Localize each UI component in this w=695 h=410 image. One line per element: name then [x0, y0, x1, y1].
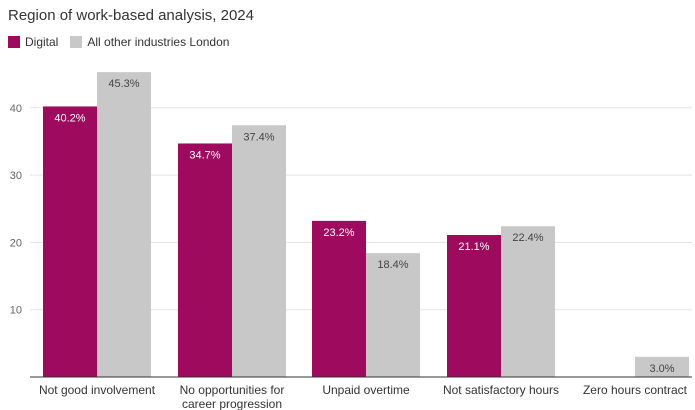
legend-label-digital: Digital: [25, 35, 59, 49]
bar: [97, 72, 151, 378]
data-label: 21.1%: [458, 241, 489, 253]
bar: [178, 143, 232, 377]
legend-swatch-digital: [8, 36, 20, 48]
y-tick-label: 40: [10, 103, 22, 115]
y-tick-label: 10: [10, 305, 22, 317]
x-tick-label: career progression: [182, 397, 282, 410]
bar: [501, 226, 555, 377]
legend-label-other: All other industries London: [87, 35, 230, 49]
data-label: 37.4%: [243, 131, 274, 143]
x-tick-label: Zero hours contract: [583, 383, 688, 397]
bar: [43, 106, 97, 377]
data-label: 18.4%: [377, 259, 408, 271]
x-tick-label: Unpaid overtime: [322, 383, 410, 397]
data-label: 23.2%: [323, 227, 354, 239]
data-label: 45.3%: [108, 78, 139, 90]
legend-item-other: All other industries London: [70, 35, 229, 49]
legend-swatch-other: [70, 36, 83, 48]
data-label: 22.4%: [512, 232, 543, 244]
bar: [635, 356, 689, 377]
y-tick-label: 20: [10, 237, 22, 249]
bar: [312, 220, 366, 377]
x-tick-label: No opportunities for: [180, 383, 285, 397]
chart-title: Region of work-based analysis, 2024: [8, 7, 254, 24]
x-tick-label: Not satisfactory hours: [443, 383, 559, 397]
bar: [232, 125, 286, 377]
data-label: 3.0%: [649, 363, 674, 375]
data-label: 40.2%: [54, 112, 85, 124]
data-label: 34.7%: [189, 149, 220, 161]
bar: [447, 234, 501, 377]
x-tick-label: Not good involvement: [39, 383, 156, 397]
legend: Digital All other industries London: [8, 35, 241, 49]
bar: [366, 253, 420, 377]
y-tick-label: 30: [10, 170, 22, 182]
legend-item-digital: Digital: [8, 35, 58, 49]
